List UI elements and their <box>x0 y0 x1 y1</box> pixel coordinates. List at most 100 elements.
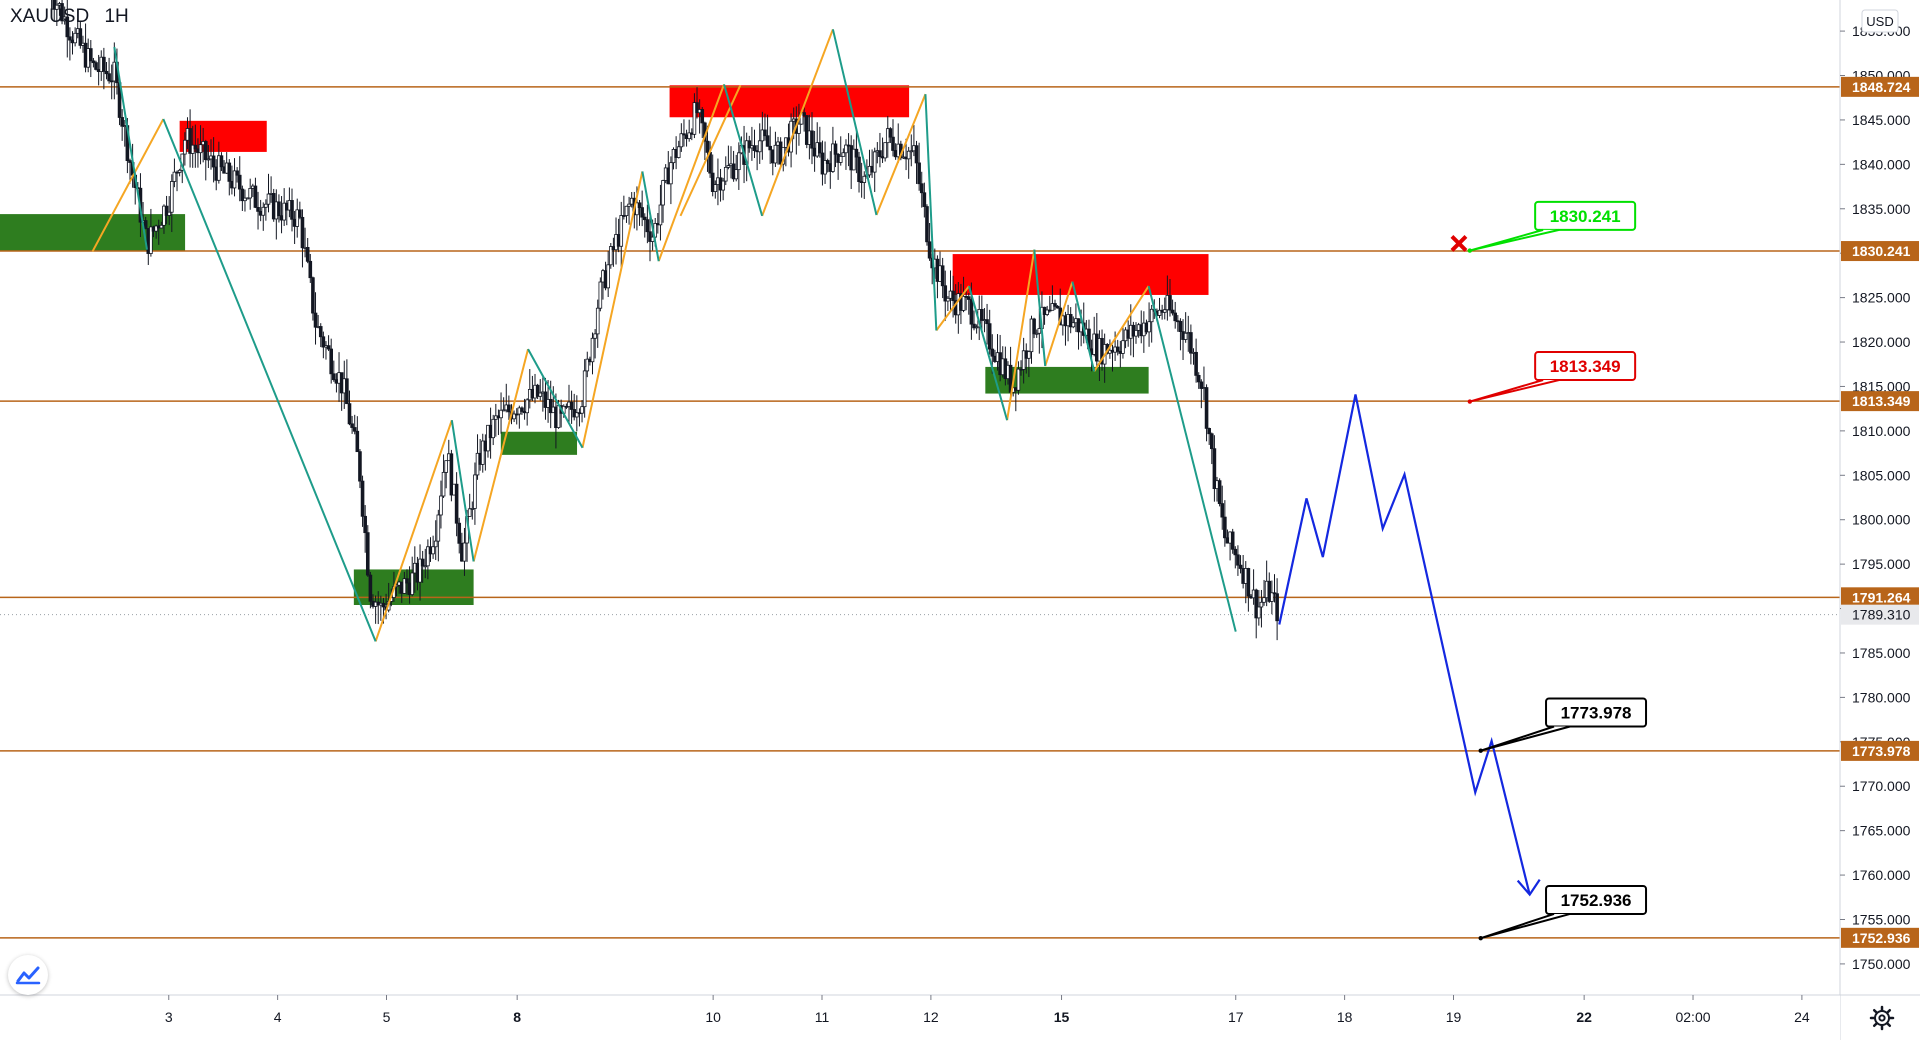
candle <box>473 462 477 525</box>
candle <box>1257 590 1261 626</box>
time-tick-label: 4 <box>274 1009 282 1025</box>
tradingview-logo-icon[interactable] <box>8 955 48 995</box>
candle-body <box>825 160 830 164</box>
level-price-tag[interactable] <box>1841 391 1919 412</box>
candle <box>300 209 305 268</box>
candle-body <box>582 370 587 408</box>
callout-green-0[interactable]: 1830.241 <box>1467 200 1637 253</box>
callout-text: 1752.936 <box>1561 891 1632 910</box>
candle-body <box>107 73 111 82</box>
bull-swing-2 <box>472 348 530 562</box>
candle <box>491 414 496 446</box>
callout-box <box>1545 884 1648 915</box>
candle-body <box>922 192 927 207</box>
levels-layer <box>0 86 1840 939</box>
candle <box>914 140 919 184</box>
candle-body <box>219 155 224 168</box>
candle <box>862 171 867 199</box>
candle-body <box>888 128 893 138</box>
price-tick-label: 1755.000 <box>1852 911 1911 927</box>
candle-body <box>687 132 691 140</box>
candle-body <box>363 515 367 534</box>
candle-body <box>669 162 673 185</box>
candle <box>457 517 462 554</box>
level-price-tag[interactable] <box>1841 76 1919 97</box>
candle <box>486 424 490 458</box>
candle-body <box>507 404 511 413</box>
callout-box <box>1534 200 1637 231</box>
candle <box>402 571 407 594</box>
candle <box>695 87 699 119</box>
level-price-tag[interactable] <box>1841 587 1919 608</box>
candle-body <box>1147 321 1151 333</box>
time-tick-label: 11 <box>815 1009 830 1025</box>
projection-path[interactable] <box>1278 394 1531 895</box>
candle-body <box>360 480 365 517</box>
price-axis[interactable]: 1755.0001760.0001765.0001770.0001775.000… <box>1839 0 1920 1040</box>
candle <box>295 198 300 238</box>
candle <box>773 131 778 167</box>
candle <box>1209 432 1214 465</box>
time-axis[interactable]: 3 4 5 8 10 11 12 15 17 18 19 22 02:00 24 <box>0 994 1920 1040</box>
candle-body <box>1246 568 1251 597</box>
candle-body <box>951 290 955 301</box>
candle <box>206 145 211 169</box>
candle-body <box>1157 309 1162 316</box>
level-price-tag[interactable] <box>1841 740 1919 761</box>
candle <box>909 134 914 167</box>
callout-black-2[interactable]: 1773.978 <box>1478 697 1648 753</box>
candle <box>454 472 459 537</box>
gear-icon[interactable] <box>1868 1004 1896 1032</box>
candle-body <box>1230 531 1235 550</box>
candle-body <box>658 204 663 226</box>
candle-body <box>1238 564 1243 569</box>
candle <box>91 57 96 68</box>
candle <box>682 119 686 147</box>
candle-body <box>838 155 843 163</box>
callout-red-1[interactable]: 1813.349 <box>1467 351 1637 404</box>
candle <box>943 270 948 321</box>
close-x-icon[interactable] <box>1450 235 1468 252</box>
callout-black-3[interactable]: 1752.936 <box>1478 884 1648 941</box>
level-price-tag[interactable] <box>1841 927 1919 948</box>
candle-body <box>1032 318 1036 335</box>
candle <box>582 359 587 418</box>
candle-body <box>535 384 540 397</box>
level-price-tag[interactable] <box>1841 241 1919 262</box>
candle-body <box>473 474 477 509</box>
candle <box>1230 528 1235 554</box>
candle-body <box>598 281 603 309</box>
candle <box>264 199 268 221</box>
candle <box>768 126 772 164</box>
candle <box>1199 379 1204 409</box>
bear-swing-6 <box>831 29 878 216</box>
bull-swing-7 <box>875 93 927 216</box>
candle-body <box>232 170 237 189</box>
candle-body <box>622 215 626 217</box>
candle <box>919 171 924 208</box>
candle <box>622 195 626 220</box>
candle <box>1032 317 1036 339</box>
candle-body <box>946 297 950 302</box>
candle <box>645 204 650 244</box>
candle <box>433 520 438 561</box>
candle <box>1204 384 1209 442</box>
candle <box>441 454 446 499</box>
candle <box>143 216 148 230</box>
candle-body <box>154 225 158 232</box>
symbol-title[interactable]: XAUUSD 1H <box>10 6 129 28</box>
candle-body <box>68 36 72 41</box>
candle-body <box>1162 309 1167 313</box>
candle-body <box>943 285 948 302</box>
time-axis-background <box>0 995 1840 1040</box>
currency-badge[interactable] <box>1861 9 1899 33</box>
candle-body <box>245 197 250 200</box>
price-tick-label: 1805.000 <box>1852 467 1911 483</box>
candle-body <box>381 602 386 608</box>
candle-body <box>1233 548 1238 556</box>
candle <box>332 360 336 382</box>
candle-body <box>914 145 919 164</box>
price-tick-label: 1770.000 <box>1852 778 1911 794</box>
candle <box>852 139 856 171</box>
